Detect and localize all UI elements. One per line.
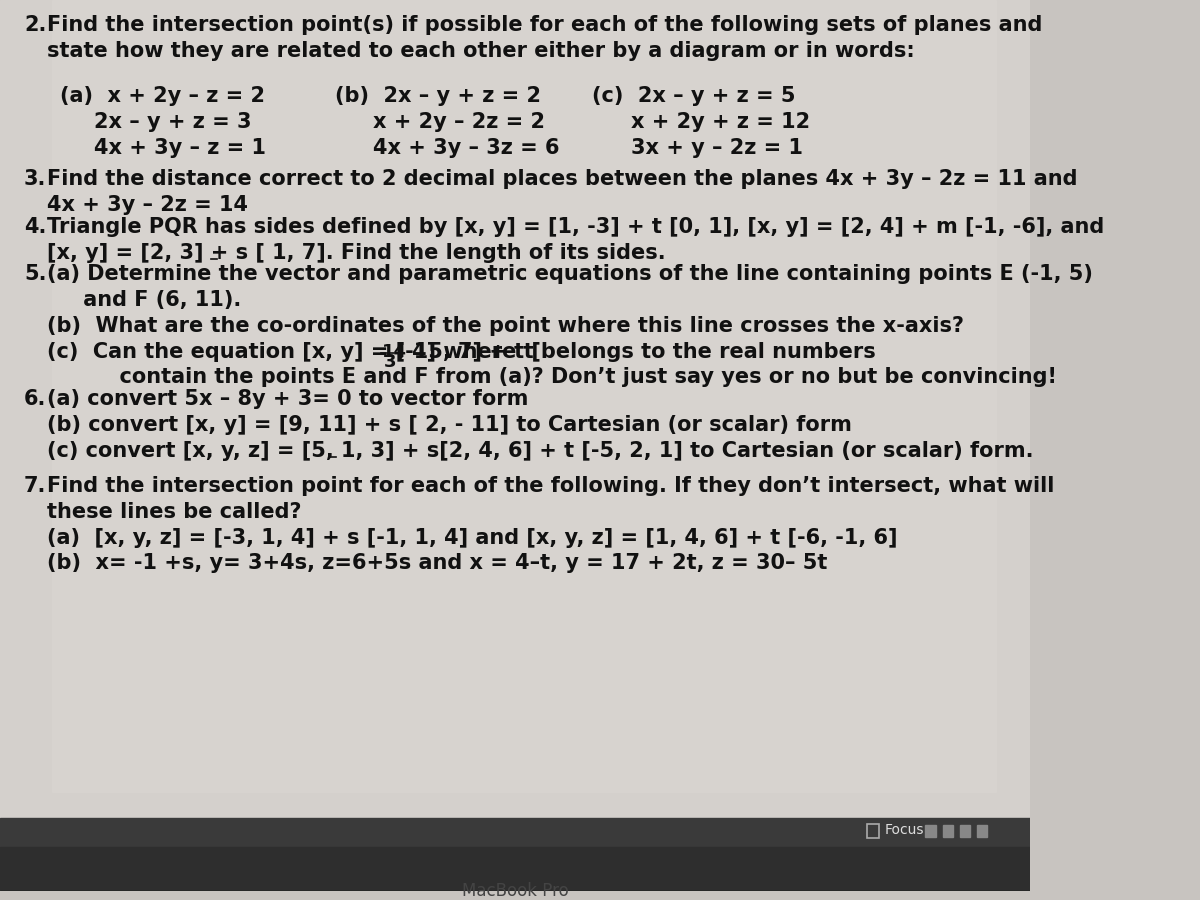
- Text: Focus: Focus: [884, 823, 924, 837]
- Text: (c) convert [x, y, z] = [5, 1, 3] + s[2, 4, 6] + t [-5, 2, 1] to Cartesian (or s: (c) convert [x, y, z] = [5, 1, 3] + s[2,…: [47, 441, 1033, 461]
- Text: these lines be called?: these lines be called?: [47, 502, 301, 522]
- Text: (c)  Can the equation [x, y] = [-15, 7] + t [: (c) Can the equation [x, y] = [-15, 7] +…: [47, 341, 541, 362]
- Bar: [868, 824, 880, 838]
- Text: 4x + 3y – 3z = 6: 4x + 3y – 3z = 6: [373, 138, 560, 157]
- Bar: [960, 824, 970, 837]
- Text: (b) convert [x, y] = [9, 11] + s [ 2, - 11] to Cartesian (or scalar) form: (b) convert [x, y] = [9, 11] + s [ 2, - …: [47, 415, 852, 435]
- Text: Find the intersection point for each of the following. If they don’t intersect, : Find the intersection point for each of …: [47, 476, 1055, 496]
- Text: (b)  2x – y + z = 2: (b) 2x – y + z = 2: [335, 86, 541, 106]
- Bar: [942, 824, 953, 837]
- Text: 3x + y – 2z = 1: 3x + y – 2z = 1: [631, 138, 803, 157]
- Text: , 4] where t belongs to the real numbers: , 4] where t belongs to the real numbers: [397, 341, 876, 362]
- Text: 6.: 6.: [24, 389, 47, 410]
- Text: [x, y] = [2, 3] + s [ 1, 7]. Find the length of its sides.: [x, y] = [2, 3] + s [ 1, 7]. Find the le…: [47, 242, 666, 263]
- Text: 2.: 2.: [24, 15, 47, 35]
- Text: 4x + 3y – z = 1: 4x + 3y – z = 1: [95, 138, 266, 157]
- Text: (a) convert 5x – 8y + 3= 0 to vector form: (a) convert 5x – 8y + 3= 0 to vector for…: [47, 389, 528, 410]
- Text: contain the points E and F from (a)? Don’t just say yes or no but be convincing!: contain the points E and F from (a)? Don…: [47, 367, 1057, 387]
- Bar: [0, 848, 1030, 891]
- Text: Find the intersection point(s) if possible for each of the following sets of pla: Find the intersection point(s) if possib…: [47, 15, 1043, 35]
- Text: (a)  x + 2y – z = 2: (a) x + 2y – z = 2: [60, 86, 265, 106]
- Bar: [0, 818, 1030, 848]
- Text: (a)  [x, y, z] = [-3, 1, 4] + s [-1, 1, 4] and [x, y, z] = [1, 4, 6] + t [-6, -1: (a) [x, y, z] = [-3, 1, 4] + s [-1, 1, 4…: [47, 527, 898, 548]
- Bar: [977, 824, 988, 837]
- Text: 4x + 3y – 2z = 14: 4x + 3y – 2z = 14: [47, 195, 248, 215]
- Text: MacBook Pro: MacBook Pro: [462, 882, 569, 900]
- Text: 7.: 7.: [24, 476, 47, 496]
- Text: 3.: 3.: [24, 169, 47, 189]
- Text: Triangle PQR has sides defined by [x, y] = [1, -3] + t [0, 1], [x, y] = [2, 4] +: Triangle PQR has sides defined by [x, y]…: [47, 217, 1104, 237]
- Text: 14: 14: [383, 343, 407, 361]
- Text: 4.: 4.: [24, 217, 47, 237]
- Text: and F (6, 11).: and F (6, 11).: [47, 290, 241, 310]
- Text: (a) Determine the vector and parametric equations of the line containing points : (a) Determine the vector and parametric …: [47, 265, 1093, 284]
- Text: (c)  2x – y + z = 5: (c) 2x – y + z = 5: [593, 86, 796, 106]
- Bar: [925, 824, 936, 837]
- Text: 3: 3: [384, 354, 396, 372]
- Text: Find the distance correct to 2 decimal places between the planes 4x + 3y – 2z = : Find the distance correct to 2 decimal p…: [47, 169, 1078, 189]
- Text: 5.: 5.: [24, 265, 47, 284]
- Text: ish (Canada): ish (Canada): [7, 855, 103, 870]
- Bar: [52, 0, 996, 792]
- Text: 2x – y + z = 3: 2x – y + z = 3: [95, 112, 252, 132]
- Text: x + 2y – 2z = 2: x + 2y – 2z = 2: [373, 112, 546, 132]
- Text: x + 2y + z = 12: x + 2y + z = 12: [631, 112, 810, 132]
- Text: (b)  x= -1 +s, y= 3+4s, z=6+5s and x = 4–t, y = 17 + 2t, z = 30– 5t: (b) x= -1 +s, y= 3+4s, z=6+5s and x = 4–…: [47, 554, 828, 573]
- Text: (b)  What are the co-ordinates of the point where this line crosses the x-axis?: (b) What are the co-ordinates of the poi…: [47, 316, 965, 336]
- Text: state how they are related to each other either by a diagram or in words:: state how they are related to each other…: [47, 40, 914, 60]
